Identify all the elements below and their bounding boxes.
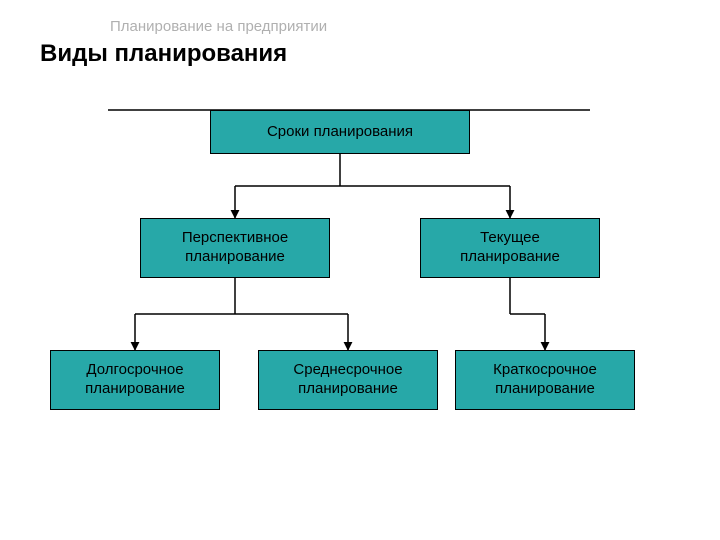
diagram-connectors [0,0,720,540]
node-sred: Среднесрочноепланирование [258,350,438,410]
node-root: Сроки планирования [210,110,470,154]
page-subtitle: Планирование на предприятии [110,18,327,35]
node-dolg: Долгосрочноепланирование [50,350,220,410]
node-persp: Перспективноепланирование [140,218,330,278]
node-tek: Текущеепланирование [420,218,600,278]
page-title: Виды планирования [40,40,287,68]
node-krat: Краткосрочноепланирование [455,350,635,410]
